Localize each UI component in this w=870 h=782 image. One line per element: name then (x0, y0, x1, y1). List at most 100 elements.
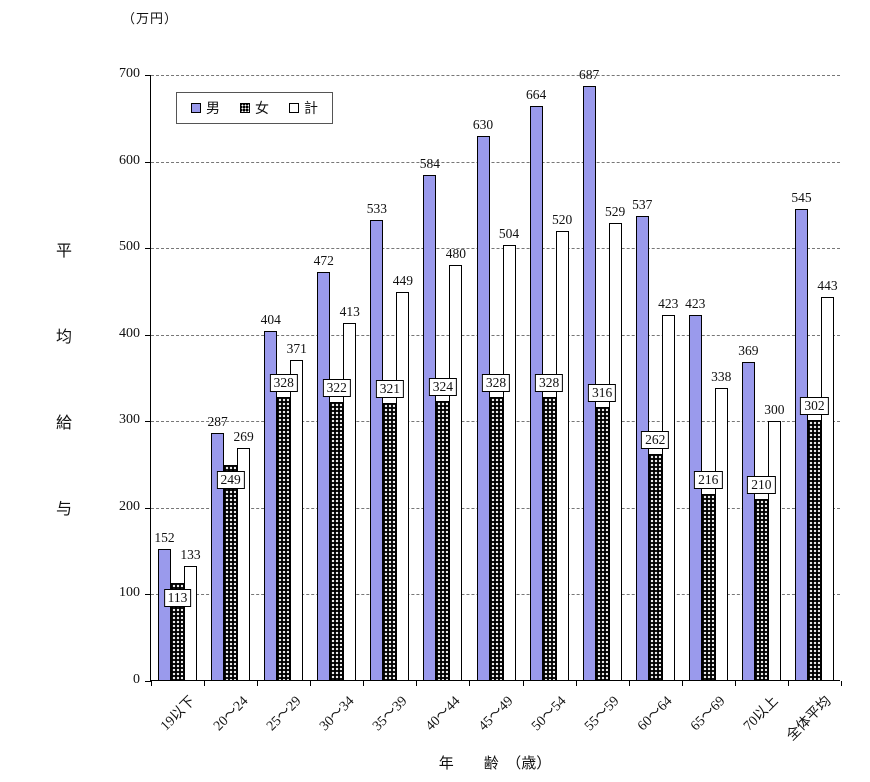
x-tick (787, 681, 789, 686)
x-tick (204, 681, 206, 686)
value-label-male: 664 (525, 87, 547, 103)
x-tick-label: 55～59 (582, 693, 623, 735)
bar-male (582, 86, 596, 681)
x-tick-label: 全体平均 (784, 693, 835, 745)
legend-label-male: 男 (206, 102, 220, 117)
bar-female (224, 465, 238, 681)
bar-female (383, 403, 397, 681)
y-tick-label: 100 (119, 585, 140, 601)
value-label-total: 443 (817, 278, 838, 294)
y-tick-label: 400 (119, 325, 140, 341)
value-label-total: 529 (605, 204, 626, 220)
bar-female (754, 499, 768, 681)
bar-total (237, 448, 251, 681)
bar-male (741, 361, 755, 681)
value-label-total: 413 (339, 304, 360, 320)
legend-label-female: 女 (255, 102, 269, 117)
x-tick-label: 50～54 (529, 693, 570, 735)
value-label-male: 287 (207, 413, 228, 429)
y-tick-label: 0 (133, 672, 140, 687)
x-tick-label: 35～39 (369, 693, 411, 735)
bar-total (290, 359, 304, 681)
value-label-total: 371 (286, 340, 307, 356)
bar-male (264, 331, 278, 681)
x-tick-label: 60～64 (635, 693, 676, 735)
legend: 男 女 計 (176, 92, 333, 124)
gridline (151, 248, 840, 250)
value-label-male: 472 (313, 253, 334, 269)
y-tick (145, 161, 151, 163)
bar-female (436, 400, 450, 681)
value-label-female: 216 (694, 471, 723, 489)
male-series-swatch-icon (191, 103, 201, 113)
value-label-male: 423 (685, 295, 706, 311)
bar-total (184, 565, 198, 681)
bar-male (476, 135, 490, 681)
bar-total (767, 421, 781, 681)
value-label-male: 404 (260, 312, 281, 328)
x-tick (734, 681, 736, 686)
bar-female (648, 454, 662, 681)
x-tick-label: 45～49 (476, 693, 517, 735)
legend-item-female: 女 (240, 98, 269, 118)
value-label-total: 423 (658, 295, 679, 311)
bar-male (370, 219, 384, 681)
bar-female (542, 397, 556, 681)
bar-male (158, 549, 172, 681)
value-label-female: 328 (269, 374, 298, 393)
y-tick-label: 600 (119, 152, 140, 168)
total-series-swatch-icon (289, 103, 299, 113)
value-label-male: 369 (738, 342, 759, 358)
bar-male (211, 432, 225, 681)
value-label-male: 537 (632, 197, 653, 213)
x-tick-label: 65～69 (688, 693, 729, 735)
y-axis-unit-label: （万円） (122, 11, 179, 26)
y-axis-title-char: 与 (56, 501, 73, 518)
x-tick (841, 681, 842, 686)
x-tick-label: 20～24 (210, 693, 252, 735)
bar-male (529, 106, 543, 681)
bar-total (608, 223, 622, 681)
y-tick (145, 75, 151, 76)
value-label-male: 545 (791, 190, 812, 206)
gridline (151, 334, 840, 336)
bar-female (701, 494, 715, 681)
bar-male (317, 272, 331, 681)
value-label-total: 520 (551, 211, 573, 227)
bar-male (794, 209, 808, 681)
x-tick-label: 19以下 (157, 693, 198, 735)
value-label-male: 152 (154, 530, 175, 546)
value-label-male: 584 (419, 156, 441, 172)
x-tick (628, 681, 630, 686)
bar-female (171, 583, 185, 681)
x-tick-label: 70以上 (741, 693, 782, 735)
x-tick-label: 40～44 (423, 693, 464, 735)
bar-female (330, 402, 344, 681)
bar-male (688, 314, 702, 681)
x-tick-label: 30～34 (316, 693, 358, 735)
x-tick (522, 681, 524, 686)
bar-total (502, 244, 516, 681)
x-tick (310, 681, 312, 686)
value-label-female: 321 (375, 380, 404, 399)
bar-total (396, 292, 410, 681)
value-label-female: 113 (163, 589, 192, 608)
value-label-female: 249 (216, 471, 245, 490)
value-label-female: 262 (641, 431, 670, 450)
value-label-total: 504 (498, 225, 520, 241)
y-tick (145, 334, 151, 336)
y-tick (145, 681, 151, 682)
y-tick-label: 200 (119, 498, 140, 514)
value-label-total: 300 (764, 402, 785, 418)
value-label-male: 533 (366, 200, 387, 216)
value-label-female: 302 (800, 396, 829, 415)
x-tick (681, 681, 683, 686)
bar-female (277, 397, 291, 681)
bar-total (343, 323, 357, 681)
value-label-female: 322 (322, 379, 351, 398)
value-label-female: 324 (428, 377, 458, 396)
y-tick (145, 594, 151, 596)
value-label-total: 480 (445, 246, 467, 262)
y-tick (145, 421, 151, 423)
